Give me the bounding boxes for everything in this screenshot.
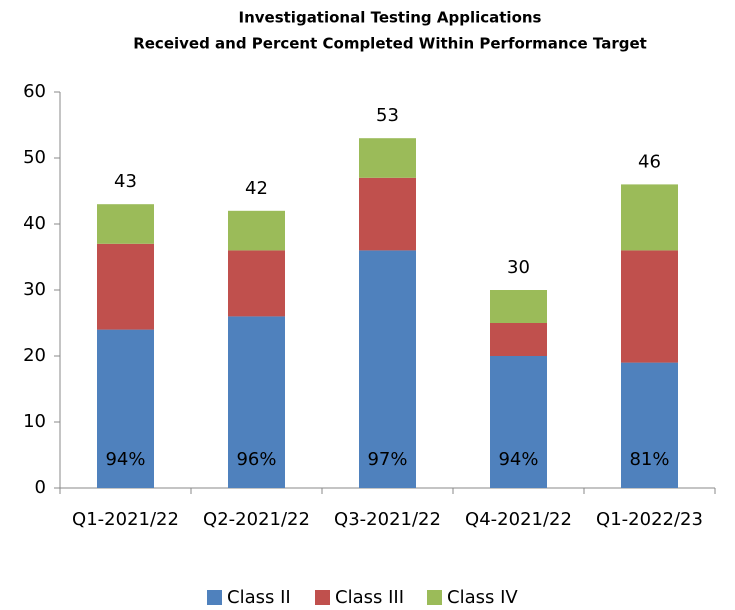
bar-segment bbox=[97, 243, 154, 330]
percent-label: 81% bbox=[629, 449, 669, 470]
bar-segment bbox=[97, 329, 154, 488]
bar-segment bbox=[228, 250, 285, 317]
legend-label: Class II bbox=[227, 587, 291, 608]
total-label: 43 bbox=[114, 171, 137, 192]
bar-segment bbox=[490, 290, 547, 323]
y-tick-label: 50 bbox=[23, 147, 46, 168]
legend-swatch bbox=[427, 590, 442, 605]
bar-segment bbox=[621, 184, 678, 251]
x-tick-label: Q4-2021/22 bbox=[465, 509, 572, 530]
y-tick-label: 30 bbox=[23, 279, 46, 300]
x-tick-label: Q3-2021/22 bbox=[334, 509, 441, 530]
percent-label: 94% bbox=[498, 449, 538, 470]
total-label: 53 bbox=[376, 105, 399, 126]
x-tick-label: Q1-2022/23 bbox=[596, 509, 703, 530]
percent-label: 97% bbox=[367, 449, 407, 470]
legend-label: Class IV bbox=[447, 587, 518, 608]
total-label: 46 bbox=[638, 151, 661, 172]
y-tick-label: 0 bbox=[35, 477, 46, 498]
bar-segment bbox=[97, 204, 154, 244]
bar-segment bbox=[359, 138, 416, 178]
legend-label: Class III bbox=[335, 587, 404, 608]
x-tick-label: Q1-2021/22 bbox=[72, 509, 179, 530]
bar-segment bbox=[621, 250, 678, 363]
percent-label: 94% bbox=[105, 449, 145, 470]
bar-segment bbox=[359, 250, 416, 488]
total-label: 30 bbox=[507, 257, 530, 278]
total-label: 42 bbox=[245, 178, 268, 199]
y-tick-label: 10 bbox=[23, 411, 46, 432]
bar-segment bbox=[359, 177, 416, 251]
bar-segment bbox=[490, 356, 547, 488]
x-tick-label: Q2-2021/22 bbox=[203, 509, 310, 530]
percent-label: 96% bbox=[236, 449, 276, 470]
y-tick-label: 20 bbox=[23, 345, 46, 366]
bar-segment bbox=[228, 210, 285, 251]
legend-swatch bbox=[207, 590, 222, 605]
bar-segment bbox=[621, 362, 678, 488]
legend-swatch bbox=[315, 590, 330, 605]
chart-subtitle: Received and Percent Completed Within Pe… bbox=[133, 35, 647, 53]
y-tick-label: 60 bbox=[23, 81, 46, 102]
bar-segment bbox=[228, 316, 285, 488]
chart-title: Investigational Testing Applications bbox=[239, 9, 542, 27]
bar-segment bbox=[490, 323, 547, 356]
y-tick-label: 40 bbox=[23, 213, 46, 234]
